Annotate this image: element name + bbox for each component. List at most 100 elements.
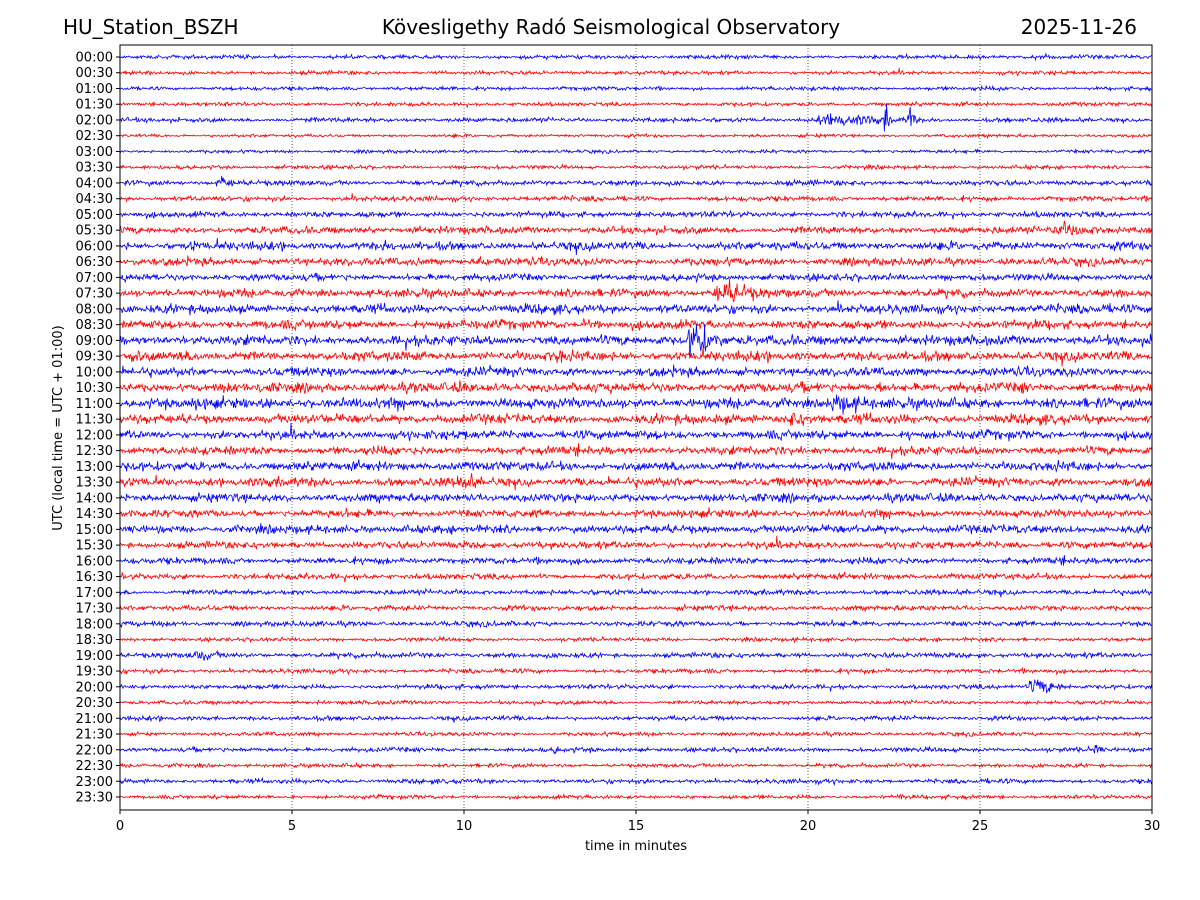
station-title: HU_Station_BSZH	[63, 15, 239, 39]
y-tick-label: 21:00	[76, 712, 113, 727]
y-tick-label: 07:00	[76, 271, 113, 286]
trace-1830	[119, 635, 1153, 644]
y-tick-label: 05:00	[76, 208, 113, 223]
y-tick-label: 18:00	[76, 617, 113, 632]
y-tick-label: 02:30	[76, 129, 113, 144]
trace-1000	[119, 364, 1153, 379]
trace-0230	[119, 132, 1153, 140]
trace-1630	[119, 571, 1153, 583]
x-tick-label: 5	[288, 819, 296, 834]
trace-1730	[119, 603, 1153, 613]
y-tick-label: 01:30	[76, 98, 113, 113]
trace-2130	[119, 729, 1153, 739]
trace-0100	[119, 84, 1153, 93]
y-tick-label: 10:00	[76, 365, 113, 380]
y-tick-label: 13:00	[76, 460, 113, 475]
observatory-title: Kövesligethy Radó Seismological Observat…	[381, 15, 841, 39]
y-tick-label: 08:00	[76, 302, 113, 317]
trace-0900	[119, 324, 1153, 359]
trace-0730	[119, 278, 1153, 303]
y-tick-label: 03:00	[76, 145, 113, 160]
date-title: 2025-11-26	[1020, 15, 1137, 39]
y-tick-label: 22:00	[76, 743, 113, 758]
trace-2230	[119, 761, 1153, 770]
trace-0130	[119, 100, 1153, 109]
trace-2100	[119, 714, 1153, 723]
y-tick-label: 07:30	[76, 287, 113, 302]
y-tick-label: 06:00	[76, 239, 113, 254]
y-tick-label: 15:30	[76, 539, 113, 554]
y-tick-label: 20:30	[76, 696, 113, 711]
trace-0500	[119, 209, 1153, 220]
trace-1930	[119, 666, 1152, 676]
y-tick-label: 10:30	[76, 381, 113, 396]
y-tick-label: 00:00	[76, 51, 113, 66]
trace-0030	[119, 67, 1153, 77]
x-axis-label: time in minutes	[585, 839, 687, 854]
trace-1030	[119, 380, 1153, 395]
y-tick-label: 09:00	[76, 334, 113, 349]
trace-0930	[119, 347, 1153, 367]
x-tick-label: 25	[972, 819, 989, 834]
trace-2200	[119, 744, 1153, 755]
trace-0330	[119, 163, 1153, 172]
y-tick-label: 15:00	[76, 523, 113, 538]
trace-0530	[119, 220, 1153, 236]
y-tick-label: 04:00	[76, 176, 113, 191]
trace-1430	[119, 507, 1153, 520]
y-tick-label: 03:30	[76, 161, 113, 176]
y-tick-label: 12:00	[76, 428, 113, 443]
x-tick-label: 20	[800, 819, 817, 834]
trace-1100	[119, 394, 1153, 415]
y-tick-label: 23:30	[76, 791, 113, 806]
trace-1500	[119, 523, 1153, 535]
trace-0700	[119, 272, 1153, 284]
y-tick-label: 19:00	[76, 649, 113, 664]
y-tick-label: 23:00	[76, 775, 113, 790]
trace-1330	[119, 473, 1153, 491]
trace-1130	[119, 412, 1153, 427]
trace-0430	[119, 193, 1153, 204]
y-tick-label: 09:30	[76, 350, 113, 365]
trace-0830	[119, 318, 1153, 332]
y-tick-label: 21:30	[76, 728, 113, 743]
trace-0800	[119, 300, 1153, 316]
y-tick-label: 00:30	[76, 66, 113, 81]
y-tick-label: 16:00	[76, 554, 113, 569]
trace-1530	[119, 535, 1153, 551]
y-tick-label: 04:30	[76, 192, 113, 207]
y-tick-label: 17:00	[76, 586, 113, 601]
y-tick-label: 05:30	[76, 224, 113, 239]
y-tick-label: 14:00	[76, 491, 113, 506]
y-tick-label: 01:00	[76, 82, 113, 97]
y-tick-label: 13:30	[76, 476, 113, 491]
trace-0600	[119, 237, 1153, 256]
y-tick-label: 14:30	[76, 507, 113, 522]
y-tick-label: 22:30	[76, 759, 113, 774]
y-tick-label: 19:30	[76, 665, 113, 680]
y-tick-label: 08:30	[76, 318, 113, 333]
x-tick-label: 15	[628, 819, 645, 834]
trace-1300	[119, 459, 1153, 473]
trace-1700	[119, 587, 1153, 598]
trace-0400	[119, 176, 1153, 189]
trace-2000	[119, 678, 1153, 694]
trace-1900	[119, 649, 1152, 661]
trace-0630	[119, 255, 1153, 268]
y-tick-label: 18:30	[76, 633, 113, 648]
x-tick-label: 30	[1144, 819, 1161, 834]
trace-0300	[119, 148, 1153, 155]
y-tick-label: 11:00	[76, 397, 113, 412]
y-tick-label: 02:00	[76, 113, 113, 128]
y-tick-label: 17:30	[76, 602, 113, 617]
trace-2030	[119, 698, 1153, 707]
y-tick-label: 20:00	[76, 680, 113, 695]
y-axis-label: UTC (local time = UTC + 01:00)	[51, 325, 66, 530]
trace-1600	[119, 554, 1153, 566]
y-tick-label: 16:30	[76, 570, 113, 585]
trace-1800	[119, 618, 1153, 629]
y-tick-label: 12:30	[76, 444, 113, 459]
y-tick-label: 06:30	[76, 255, 113, 270]
